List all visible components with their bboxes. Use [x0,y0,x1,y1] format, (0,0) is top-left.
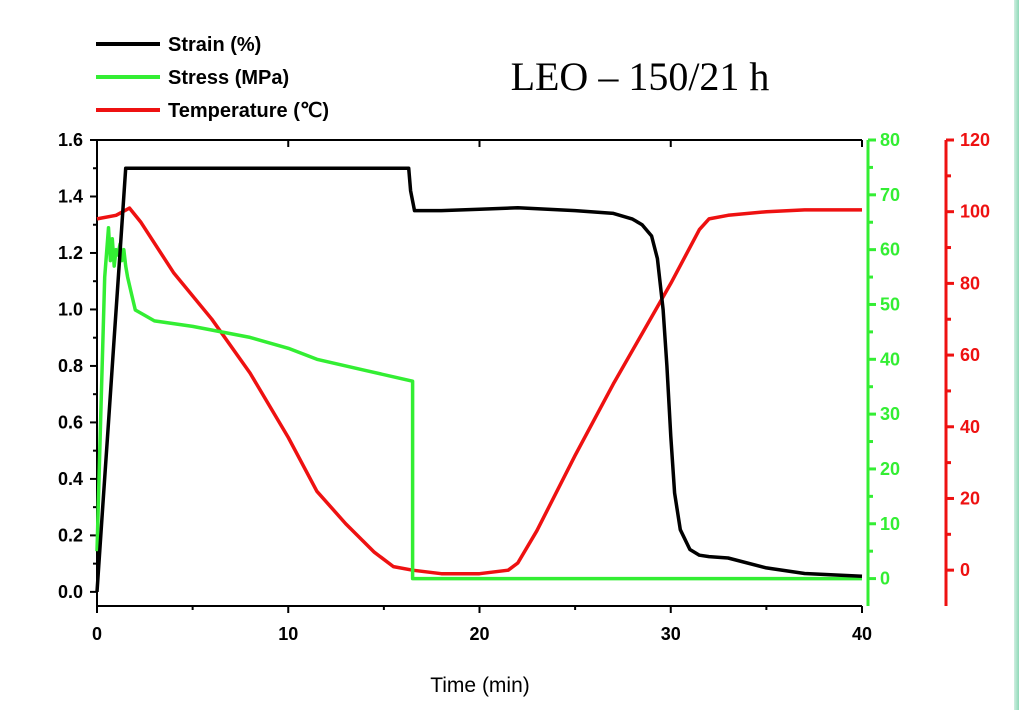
y-left-tick-label: 1.4 [58,186,83,206]
y-stress-tick-label: 60 [880,240,900,260]
y-left-tick-label: 0.6 [58,412,83,432]
y-left-tick-label: 1.6 [58,130,83,150]
series-line-strain [95,166,863,593]
series-line-temperature [96,206,862,576]
y-stress-tick-label: 70 [880,185,900,205]
x-tick-label: 0 [92,624,102,644]
y-left-tick-label: 0.0 [58,582,83,602]
x-axis-title: Time (min) [430,674,530,697]
y-temperature-tick-label: 20 [960,488,980,508]
plot-lines [95,166,863,593]
x-tick-label: 30 [661,624,681,644]
y-stress-tick-label: 40 [880,349,900,369]
y-left-tick-label: 0.2 [58,525,83,545]
y-stress-tick-label: 0 [880,569,890,589]
series-line-stress-mpa [95,225,862,581]
y-left-tick-label: 1.2 [58,243,83,263]
legend: Strain (%) Stress (MPa) Temperature (℃) [96,34,329,122]
y-left-tick-label: 0.4 [58,469,83,489]
chart-title: LEO – 150/21 h [511,54,770,99]
y-temperature-tick-label: 100 [960,202,990,222]
x-tick-label: 20 [469,624,489,644]
y-left-tick-label: 1.0 [58,299,83,319]
y-stress-tick-label: 10 [880,514,900,534]
x-tick-label: 40 [852,624,872,644]
y-temperature-tick-label: 120 [960,130,990,150]
y-temperature-tick-label: 0 [960,560,970,580]
y-stress-tick-label: 80 [880,130,900,150]
y-temperature-tick-label: 80 [960,273,980,293]
x-tick-label: 10 [278,624,298,644]
y-temperature-tick-label: 60 [960,345,980,365]
legend-label: Stress (MPa) [168,67,289,89]
y-temperature-tick-label: 40 [960,417,980,437]
legend-label: Strain (%) [168,34,261,56]
legend-label: Temperature (℃) [168,100,329,122]
y-stress-tick-label: 50 [880,294,900,314]
y-left-tick-label: 0.8 [58,356,83,376]
y-stress-tick-label: 20 [880,459,900,479]
axes: 0 10 20 30 40 0.0 0.2 0.4 0.6 0.8 1.0 1.2 1.4 1.6 0 10 2… [58,130,990,644]
y-stress-tick-label: 30 [880,404,900,424]
window-border [1014,0,1019,710]
